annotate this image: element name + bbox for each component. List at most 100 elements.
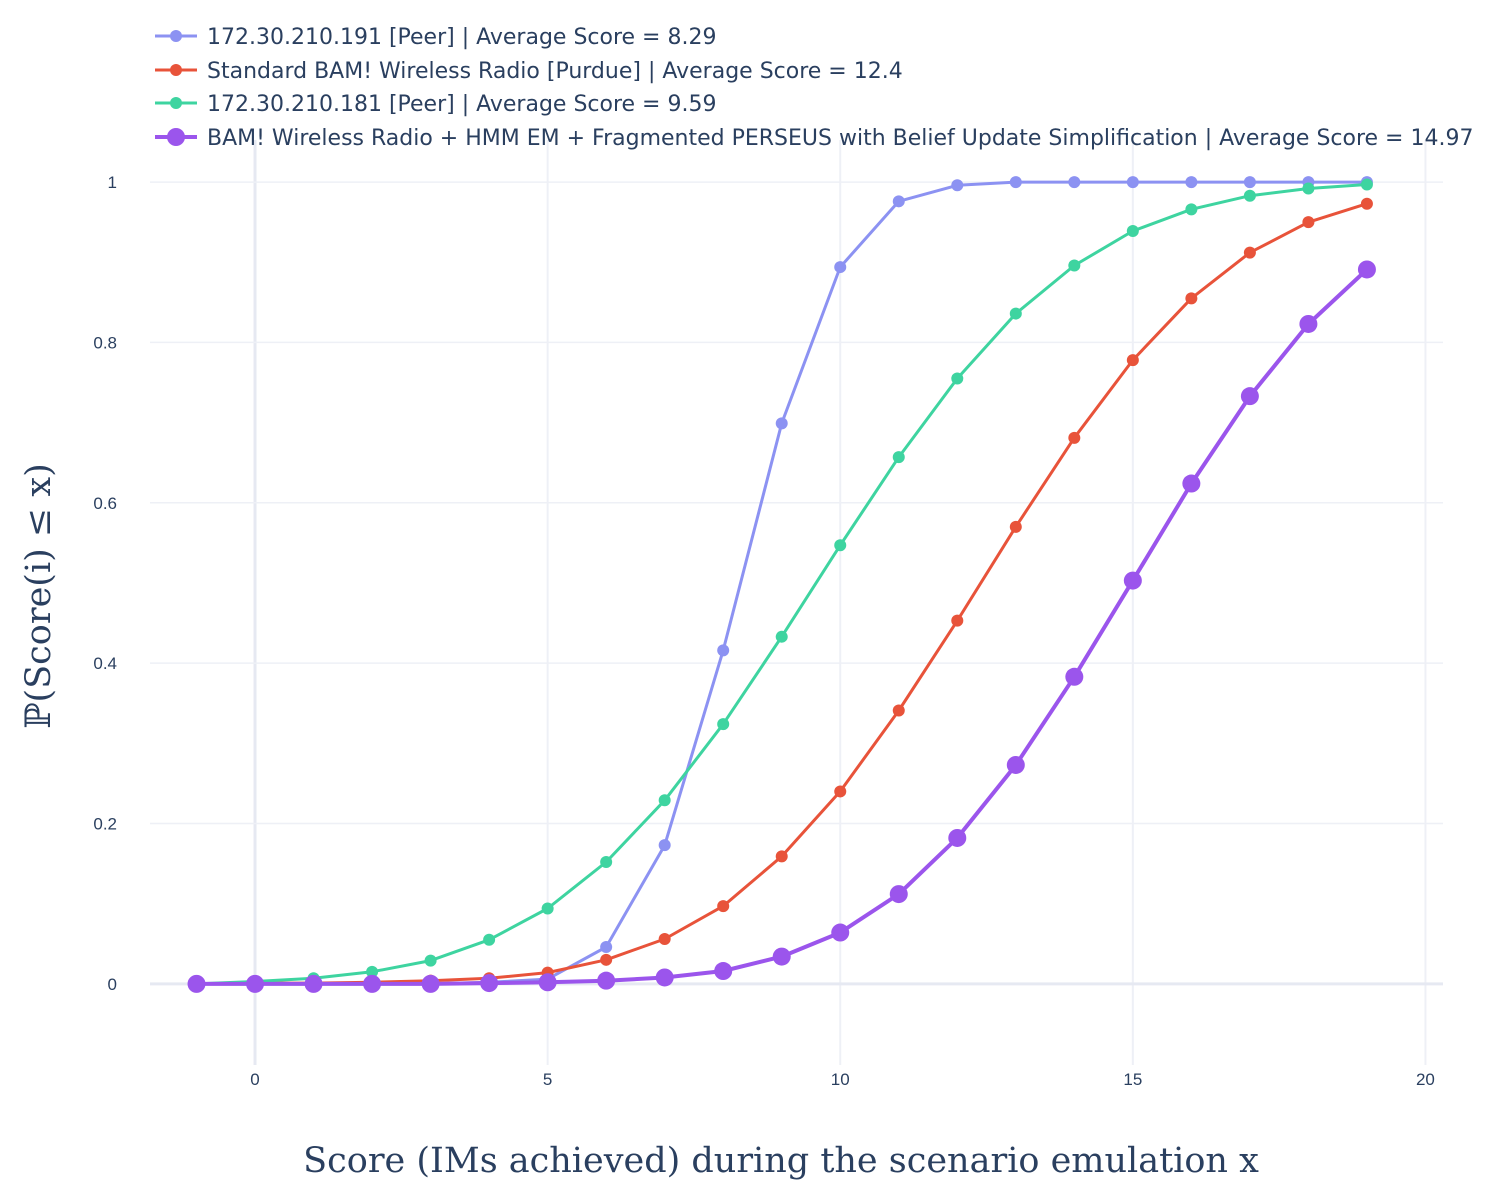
data-point	[304, 974, 323, 993]
data-point	[772, 947, 791, 966]
data-point	[541, 902, 554, 915]
legend-item[interactable]: Standard BAM! Wireless Radio [Purdue] | …	[155, 59, 903, 84]
data-point	[1243, 246, 1256, 259]
data-point	[1240, 387, 1259, 406]
data-point	[600, 953, 613, 966]
series-line	[196, 268, 1369, 986]
legend-marker	[170, 97, 182, 109]
data-point	[717, 644, 730, 657]
data-point	[831, 923, 850, 942]
data-point	[1009, 307, 1022, 320]
data-point	[424, 954, 437, 967]
data-point	[889, 885, 908, 904]
series-layer	[187, 176, 1376, 993]
data-point	[1185, 292, 1198, 305]
legend-marker	[167, 128, 185, 146]
data-point	[948, 828, 967, 847]
data-point	[951, 179, 964, 192]
data-point	[1009, 176, 1022, 189]
data-point	[363, 974, 382, 993]
series-line	[196, 183, 1368, 986]
data-point	[658, 839, 671, 852]
legend-item[interactable]: 172.30.210.191 [Peer] | Average Score = …	[155, 25, 716, 50]
data-point	[366, 965, 379, 978]
data-point	[892, 704, 905, 717]
data-point	[717, 718, 730, 731]
y-tick-label: 1	[108, 173, 117, 192]
data-point	[1009, 520, 1022, 533]
data-point	[658, 932, 671, 945]
x-tick-label: 10	[831, 1070, 850, 1089]
data-point	[892, 195, 905, 208]
data-point	[951, 372, 964, 385]
data-point	[187, 974, 206, 993]
legend-label: Standard BAM! Wireless Radio [Purdue] | …	[207, 59, 903, 84]
data-point	[951, 614, 964, 627]
data-point	[775, 417, 788, 430]
legend-marker	[170, 30, 182, 42]
y-axis-title: ℙ(Score(i) ≤ x)	[19, 463, 59, 729]
legend-item[interactable]: 172.30.210.181 [Peer] | Average Score = …	[155, 92, 716, 117]
data-point	[834, 785, 847, 798]
series-2	[190, 197, 1373, 990]
data-point	[246, 974, 265, 993]
data-point	[421, 974, 440, 993]
data-point	[1357, 260, 1376, 279]
data-point	[1243, 176, 1256, 189]
y-tick-label: 0	[108, 975, 117, 994]
data-point	[658, 794, 671, 807]
data-point	[1126, 354, 1139, 367]
data-point	[834, 539, 847, 552]
data-point	[1302, 216, 1315, 229]
grid	[150, 140, 1443, 1065]
data-point	[1360, 197, 1373, 210]
data-point	[538, 973, 557, 992]
legend-item[interactable]: BAM! Wireless Radio + HMM EM + Fragmente…	[155, 126, 1473, 151]
y-tick-label: 0.8	[93, 333, 117, 352]
series-4	[187, 260, 1376, 993]
data-point	[1006, 755, 1025, 774]
data-point	[1126, 224, 1139, 237]
legend-label: 172.30.210.191 [Peer] | Average Score = …	[207, 25, 716, 50]
data-point	[775, 630, 788, 643]
x-tick-label: 0	[250, 1070, 259, 1089]
y-tick-label: 0.4	[93, 654, 117, 673]
data-point	[1123, 571, 1142, 590]
x-tick-label: 15	[1123, 1070, 1142, 1089]
data-point	[775, 850, 788, 863]
data-point	[1068, 431, 1081, 444]
legend-label: BAM! Wireless Radio + HMM EM + Fragmente…	[207, 126, 1473, 151]
data-point	[1185, 203, 1198, 216]
y-tick-label: 0.2	[93, 815, 117, 834]
series-line	[196, 202, 1368, 986]
data-point	[480, 974, 499, 993]
data-point	[600, 940, 613, 953]
data-point	[1068, 259, 1081, 272]
data-point	[714, 962, 733, 981]
x-tick-label: 5	[543, 1070, 552, 1089]
data-point	[1068, 176, 1081, 189]
legend-label: 172.30.210.181 [Peer] | Average Score = …	[207, 92, 716, 117]
data-point	[1065, 667, 1084, 686]
tick-labels: 0 5 10 15 20 0 0.2 0.4 0.6 0.8 1	[93, 173, 1435, 1089]
data-point	[1182, 474, 1201, 493]
data-point	[1185, 176, 1198, 189]
data-point	[597, 971, 616, 990]
data-point	[483, 933, 496, 946]
data-point	[1243, 189, 1256, 202]
data-point	[1360, 178, 1373, 191]
data-point	[1126, 176, 1139, 189]
data-point	[892, 451, 905, 464]
legend-marker	[170, 64, 182, 76]
data-point	[717, 900, 730, 913]
data-point	[1299, 314, 1318, 333]
data-point	[834, 261, 847, 274]
x-axis-title: Score (IMs achieved) during the scenario…	[303, 1141, 1259, 1181]
data-point	[600, 856, 613, 868]
data-point	[655, 968, 674, 987]
y-tick-label: 0.6	[93, 494, 117, 513]
legend[interactable]: 172.30.210.191 [Peer] | Average Score = …	[155, 25, 1473, 151]
x-tick-label: 20	[1416, 1070, 1435, 1089]
data-point	[1302, 182, 1315, 195]
